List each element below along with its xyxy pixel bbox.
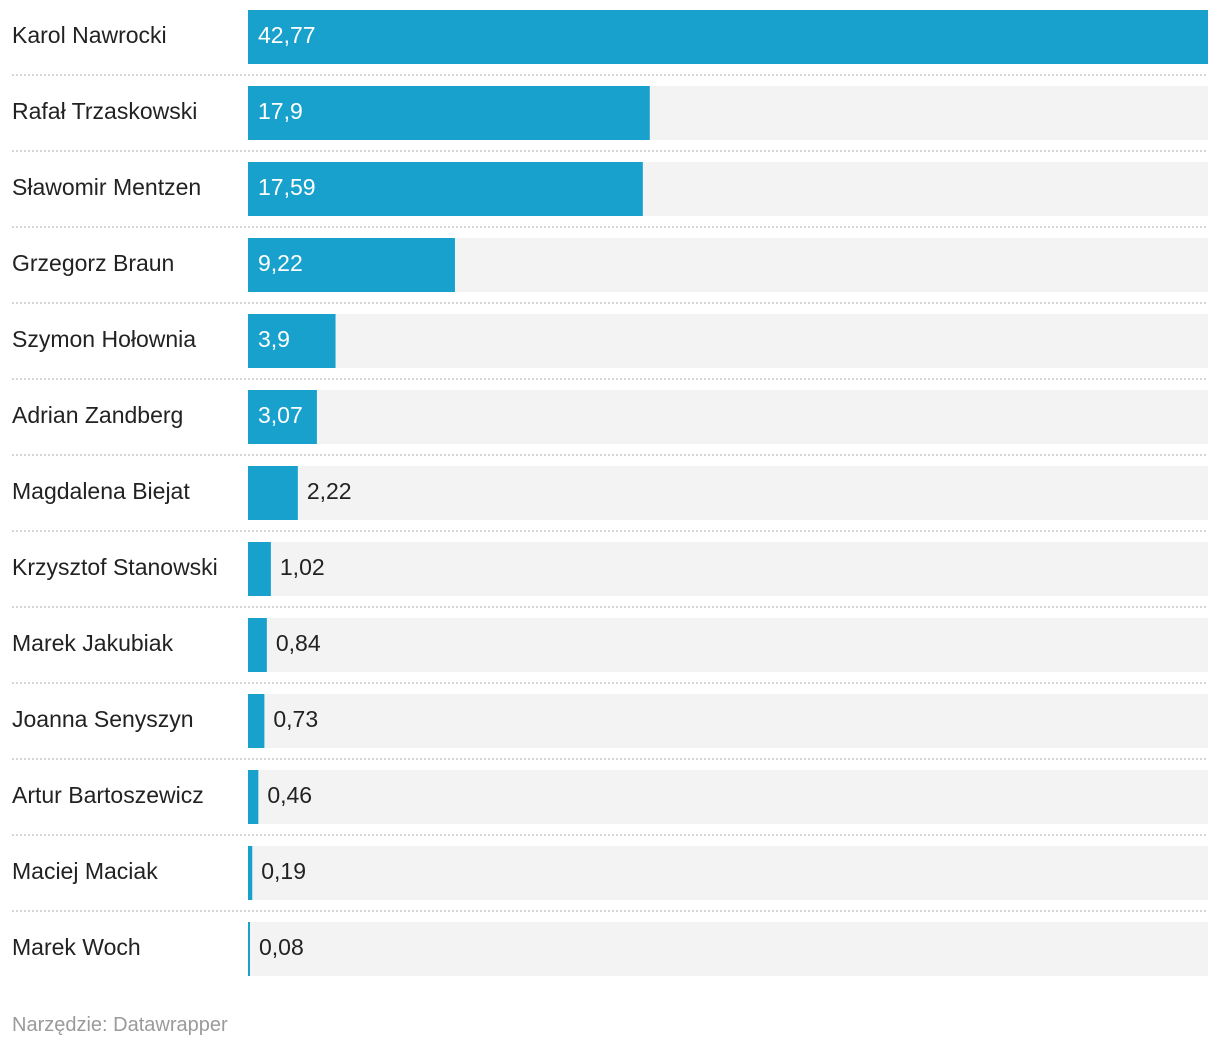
category-label: Szymon Hołownia <box>12 326 196 352</box>
bar <box>248 390 317 444</box>
bar <box>248 542 271 596</box>
bar-track <box>248 618 1208 672</box>
bar-track <box>248 694 1208 748</box>
category-label: Joanna Senyszyn <box>12 706 194 732</box>
bar-track <box>248 846 1208 900</box>
value-label: 17,9 <box>258 98 303 124</box>
bar-track <box>248 390 1208 444</box>
value-label: 0,46 <box>267 782 312 808</box>
bar-chart: Karol Nawrocki 42,77 Rafał Trzaskowski 17,9… <box>12 10 1208 976</box>
category-label: Marek Jakubiak <box>12 630 174 656</box>
value-label: 17,59 <box>258 174 316 200</box>
bar-track <box>248 314 1208 368</box>
category-label: Krzysztof Stanowski <box>12 554 218 580</box>
value-label: 9,22 <box>258 250 303 276</box>
bar <box>248 770 259 824</box>
value-label: 0,73 <box>273 706 318 732</box>
bar-track <box>248 542 1208 596</box>
bar <box>248 618 267 672</box>
bar <box>248 694 265 748</box>
value-label: 0,84 <box>276 630 321 656</box>
value-label: 42,77 <box>258 22 316 48</box>
bar-track <box>248 770 1208 824</box>
category-label: Rafał Trzaskowski <box>12 98 197 124</box>
bar <box>248 846 253 900</box>
category-label: Karol Nawrocki <box>12 22 167 48</box>
bar <box>248 162 643 216</box>
value-label: 0,19 <box>261 858 306 884</box>
bar <box>248 466 298 520</box>
value-label: 1,02 <box>280 554 325 580</box>
bar <box>248 314 336 368</box>
footer-credit: Narzędzie: Datawrapper <box>12 1014 228 1036</box>
category-label: Artur Bartoszewicz <box>12 782 204 808</box>
bar <box>248 86 650 140</box>
category-label: Adrian Zandberg <box>12 402 183 428</box>
bar <box>248 10 1208 64</box>
category-label: Grzegorz Braun <box>12 250 174 276</box>
category-label: Maciej Maciak <box>12 858 158 884</box>
category-label: Marek Woch <box>12 934 141 960</box>
value-label: 2,22 <box>307 478 352 504</box>
bar <box>248 922 250 976</box>
category-label: Sławomir Mentzen <box>12 174 201 200</box>
category-label: Magdalena Biejat <box>12 478 190 504</box>
value-label: 3,07 <box>258 402 303 428</box>
bar-track <box>248 466 1208 520</box>
value-label: 3,9 <box>258 326 290 352</box>
bar-track <box>248 922 1208 976</box>
value-label: 0,08 <box>259 934 304 960</box>
bar <box>248 238 455 292</box>
